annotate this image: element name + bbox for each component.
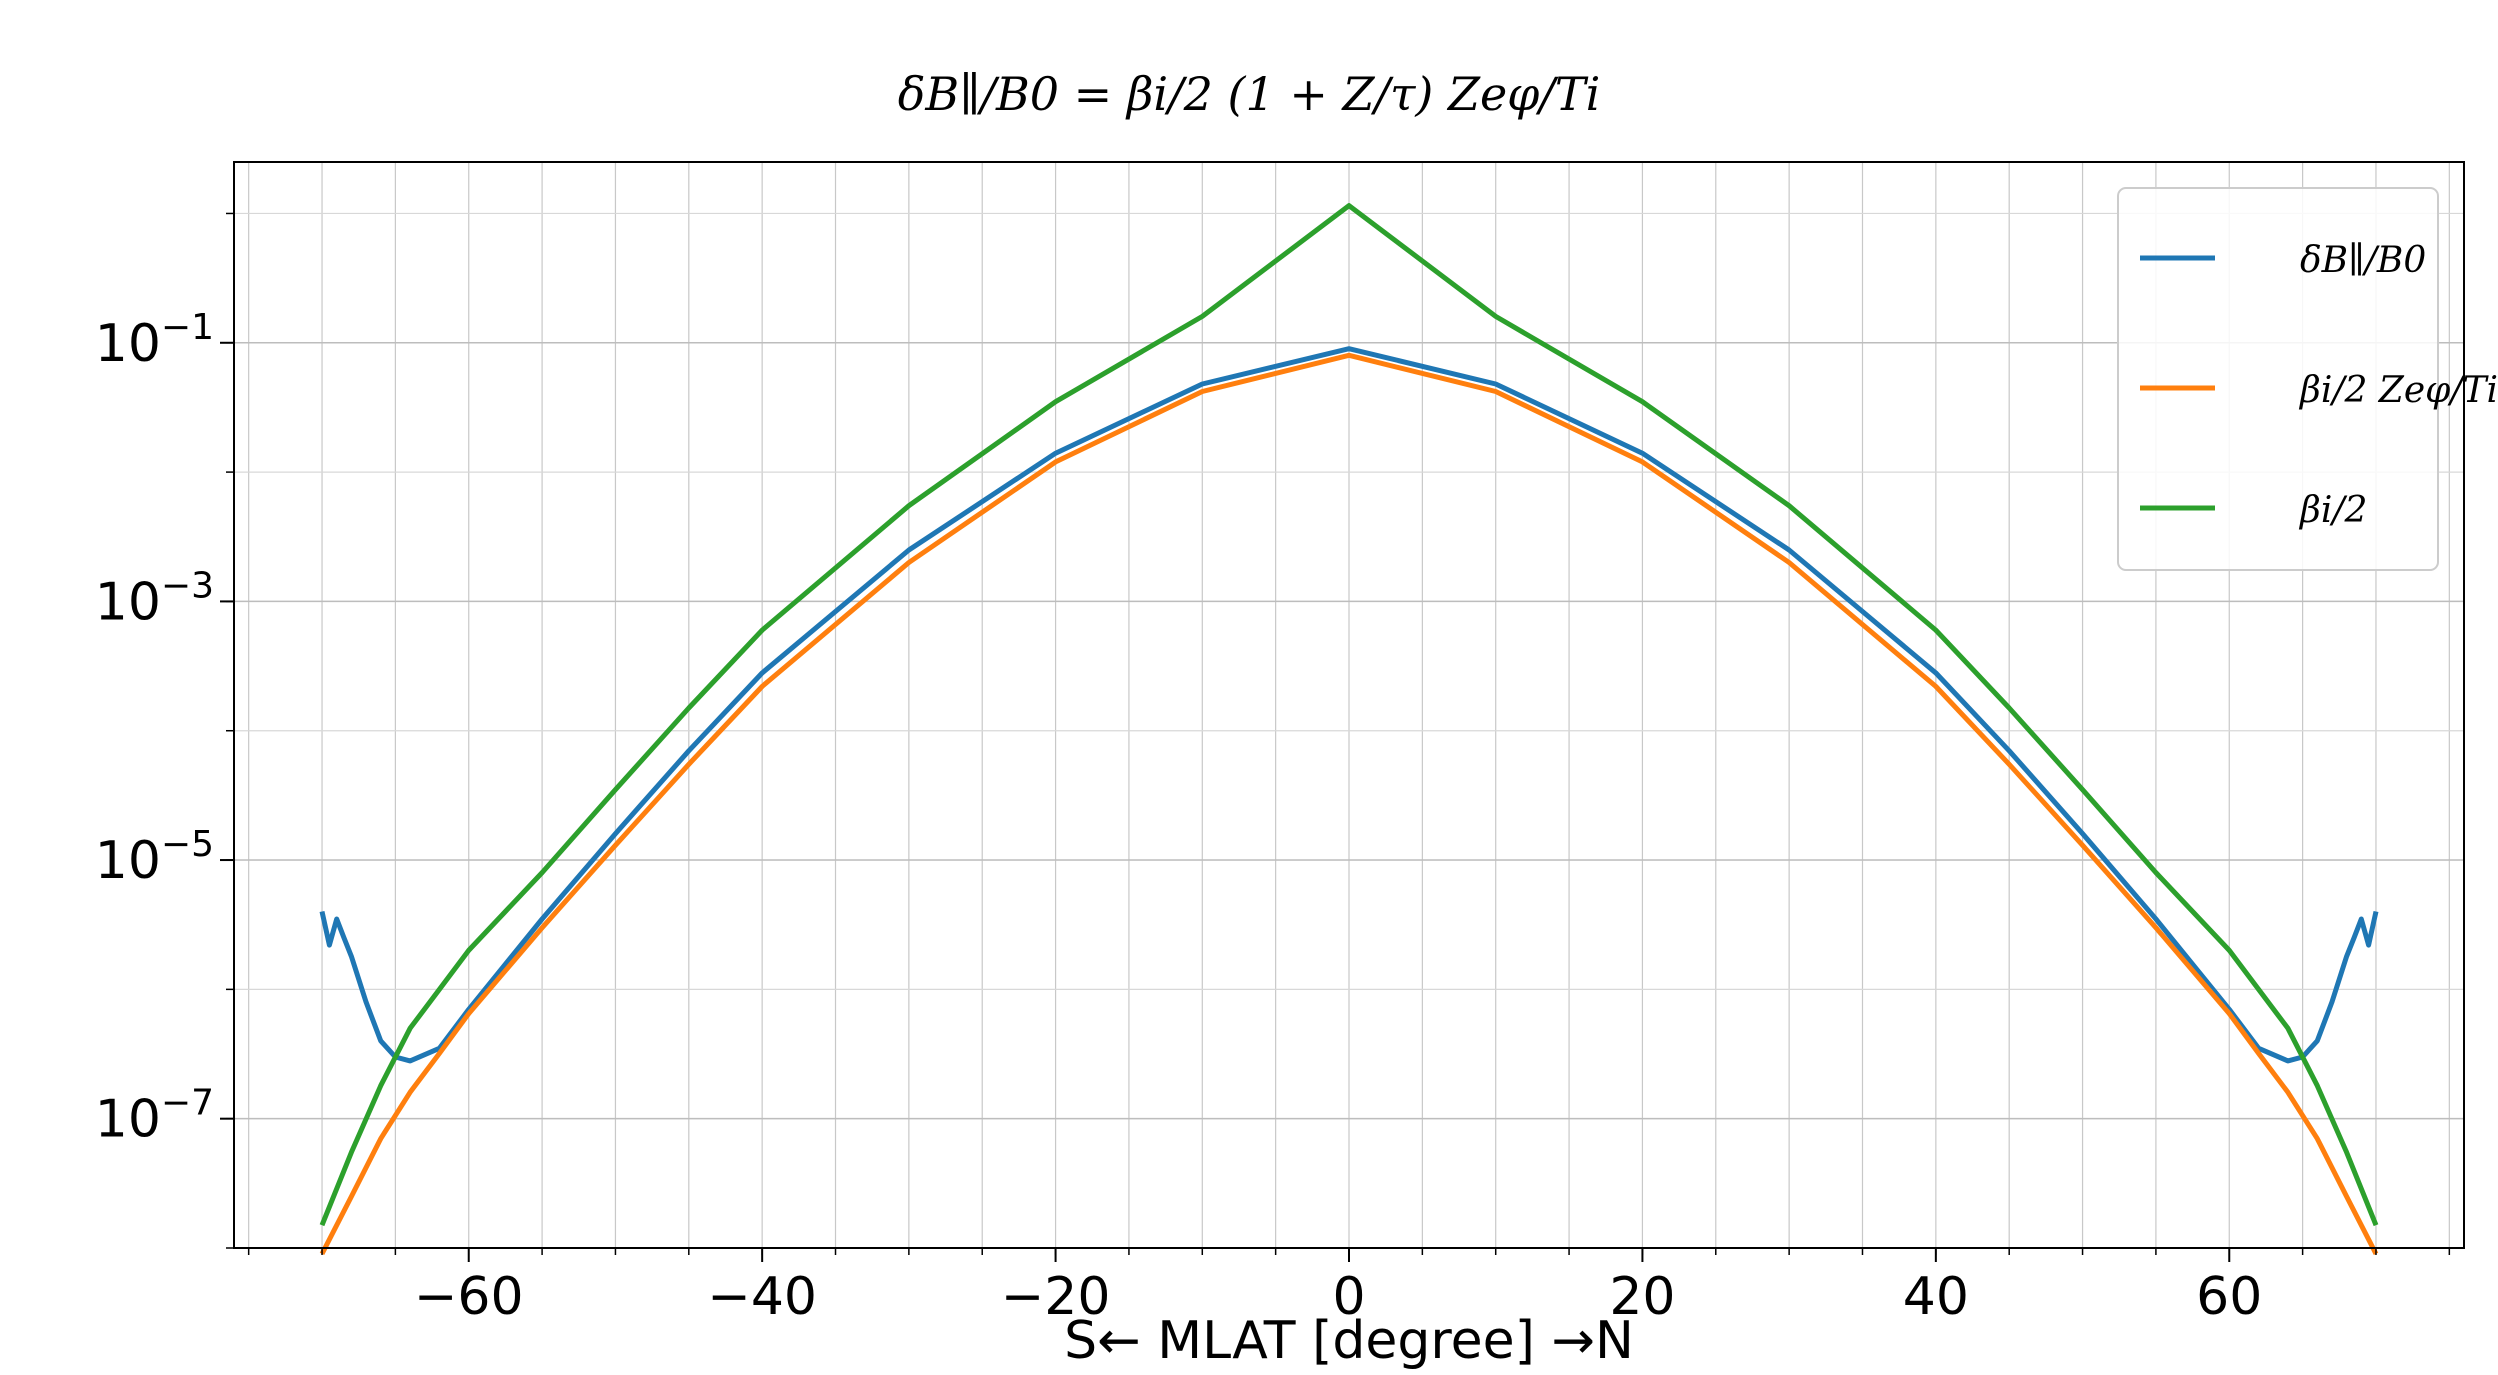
- series-line-2: [319, 203, 2379, 1227]
- x-tick-label: 40: [1903, 1267, 1969, 1327]
- y-tick-base: 10: [95, 1090, 161, 1150]
- y-tick-exponent: −7: [161, 1083, 214, 1124]
- legend-box: [2117, 187, 2439, 571]
- legend: δB∥/B0 βi/2 Zeφ/Ti βi/2: [2117, 187, 2498, 571]
- y-tick-base: 10: [95, 831, 161, 891]
- legend-label-0: δB∥/B0: [2300, 240, 2426, 281]
- x-tick-label: −40: [707, 1267, 817, 1327]
- y-tick-base: 10: [95, 314, 161, 374]
- x-tick-label: −60: [414, 1267, 524, 1327]
- x-axis-label: S← MLAT [degree] →N: [1064, 1311, 1634, 1371]
- x-axis: −60 −40 −20 0 20 40 60: [247, 1248, 2451, 1327]
- y-tick-label: 10−1: [95, 307, 214, 374]
- y-tick-exponent: −5: [161, 824, 214, 865]
- y-tick-label: 10−7: [95, 1083, 214, 1150]
- y-tick-label: 10−5: [95, 824, 214, 891]
- chart-title: δB∥/B0 = βi/2 (1 + Z/τ) Zeφ/Ti: [898, 67, 1601, 121]
- legend-label-2: βi/2: [2298, 490, 2367, 531]
- grid-lines: [234, 162, 2464, 1249]
- y-tick-base: 10: [95, 572, 161, 632]
- x-tick-label: 20: [1609, 1267, 1675, 1327]
- series-lines: [319, 203, 2379, 1256]
- y-tick-exponent: −3: [161, 565, 214, 606]
- y-tick-label: 10−3: [95, 565, 214, 632]
- y-axis: 10−110−310−510−7: [95, 212, 234, 1249]
- y-tick-exponent: −1: [161, 307, 214, 348]
- x-tick-label: 60: [2196, 1267, 2262, 1327]
- chart-title-text: δB∥/B0 = βi/2 (1 + Z/τ) Zeφ/Ti: [898, 67, 1601, 121]
- x-tick-label: −20: [1001, 1267, 1111, 1327]
- legend-label-1: βi/2 Zeφ/Ti: [2298, 370, 2498, 411]
- series-line-0: [319, 346, 2379, 1064]
- x-tick-label: 0: [1332, 1267, 1365, 1327]
- series-line-1: [319, 352, 2379, 1256]
